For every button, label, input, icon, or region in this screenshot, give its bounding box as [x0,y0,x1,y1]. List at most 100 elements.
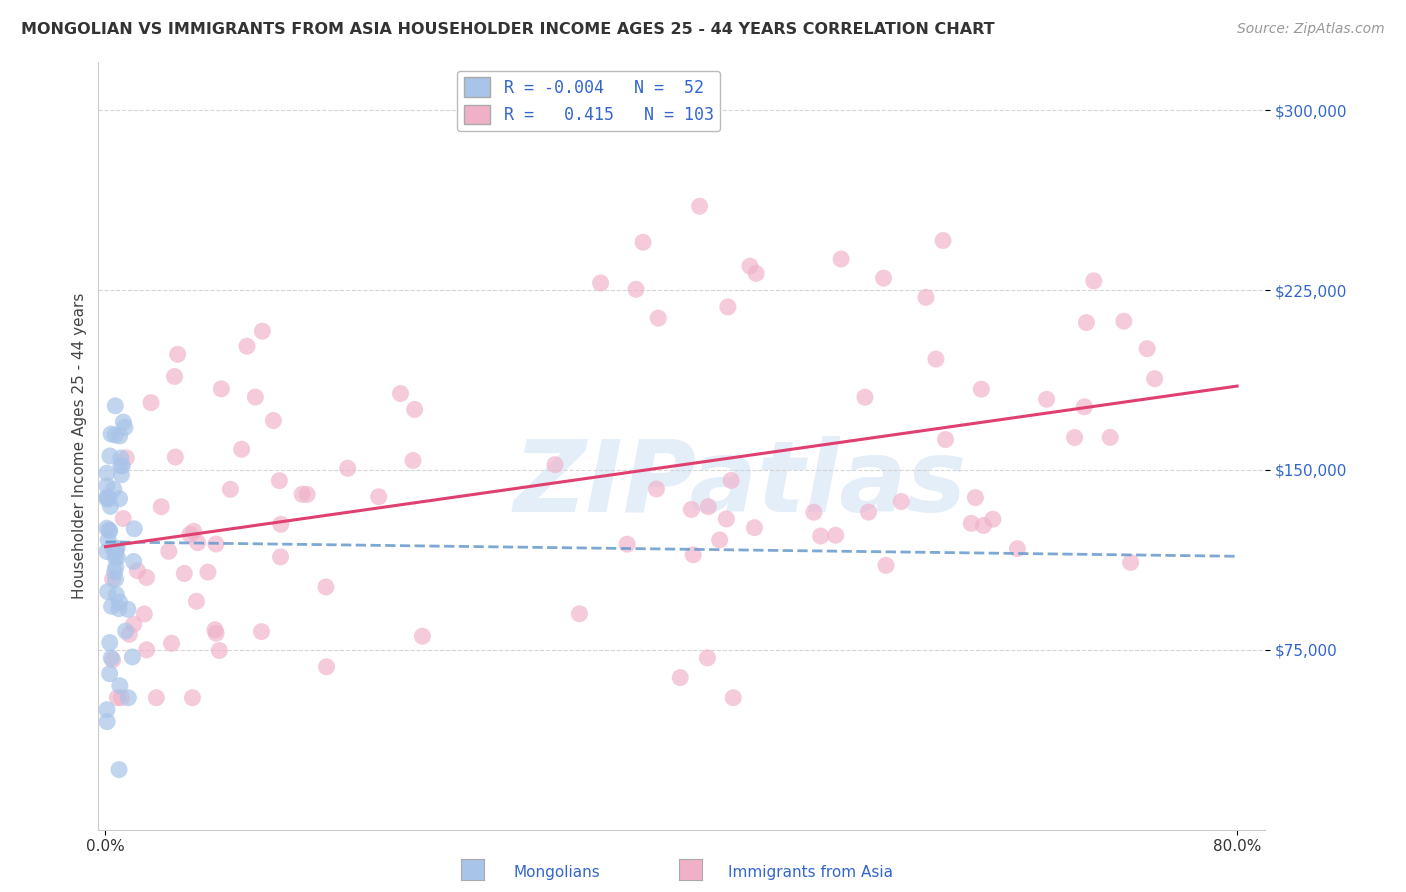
Point [135,643,157,657]
Point [108,491,131,506]
Point [183,524,205,539]
Point [389,386,412,401]
Point [544,458,567,472]
Point [112,511,135,525]
Point [105,588,128,602]
Point [645,482,668,496]
Text: MONGOLIAN VS IMMIGRANTS FROM ASIA HOUSEHOLDER INCOME AGES 25 - 44 YEARS CORRELAT: MONGOLIAN VS IMMIGRANTS FROM ASIA HOUSEH… [21,22,994,37]
Text: Immigrants from Asia: Immigrants from Asia [728,865,893,880]
Point [245,390,267,404]
Point [1112,314,1135,328]
Point [252,324,274,338]
Point [981,512,1004,526]
Point [173,566,195,581]
Point [96,521,118,535]
Point [890,494,912,508]
Point [204,623,226,637]
Point [96,491,118,506]
Point [97,533,120,547]
Point [98,666,121,681]
Point [117,690,139,705]
Point [96,714,118,729]
Point [717,300,740,314]
Point [830,252,852,266]
Point [105,541,128,555]
Point [105,541,128,556]
Point [803,505,825,519]
Point [187,535,209,549]
Point [110,458,132,473]
Point [101,653,124,667]
Point [100,500,122,514]
Point [163,369,186,384]
Point [104,560,127,574]
Point [720,474,742,488]
Point [104,550,127,565]
Point [97,491,120,506]
Point [972,518,994,533]
Point [1073,400,1095,414]
Point [101,541,124,556]
Point [209,382,232,396]
Point [98,449,121,463]
Point [96,479,118,493]
Point [697,500,720,514]
Point [127,564,149,578]
Point [270,549,292,564]
Point [1119,556,1142,570]
Point [121,649,143,664]
Point [696,651,718,665]
Point [122,617,145,632]
Point [367,490,389,504]
Point [139,395,162,409]
Point [150,500,173,514]
Point [104,565,127,579]
Point [111,458,134,473]
Point [107,550,129,565]
Y-axis label: Householder Income Ages 25 - 44 years: Householder Income Ages 25 - 44 years [72,293,87,599]
Legend: R = -0.004   N =  52, R =   0.415   N = 103: R = -0.004 N = 52, R = 0.415 N = 103 [457,70,720,131]
Point [624,282,647,296]
Point [744,521,766,535]
Text: ZIPatlas: ZIPatlas [513,436,967,533]
Point [236,339,259,353]
Point [738,259,761,273]
Point [1099,430,1122,444]
Point [108,763,131,777]
Point [112,415,135,429]
Point [745,266,768,280]
Point [208,643,231,657]
Point [122,522,145,536]
Point [1136,342,1159,356]
Point [810,529,832,543]
Text: Mongolians: Mongolians [513,865,600,880]
Point [960,516,983,531]
Point [197,565,219,579]
Point [915,290,938,304]
Point [411,629,433,643]
Point [104,428,127,442]
Point [145,690,167,705]
Point [101,572,124,586]
Point [1083,274,1105,288]
Point [932,234,955,248]
Point [709,533,731,547]
Point [105,690,128,705]
Point [262,413,284,427]
Point [647,311,669,326]
Point [97,584,120,599]
Point [689,199,711,213]
Point [179,527,201,541]
Point [96,466,118,480]
Point [291,487,314,501]
Point [315,580,337,594]
Point [231,442,253,457]
Point [104,399,127,413]
Point [181,690,204,705]
Point [270,517,292,532]
Point [108,679,131,693]
Point [205,537,228,551]
Text: Source: ZipAtlas.com: Source: ZipAtlas.com [1237,22,1385,37]
Point [110,690,132,705]
Point [108,429,131,443]
